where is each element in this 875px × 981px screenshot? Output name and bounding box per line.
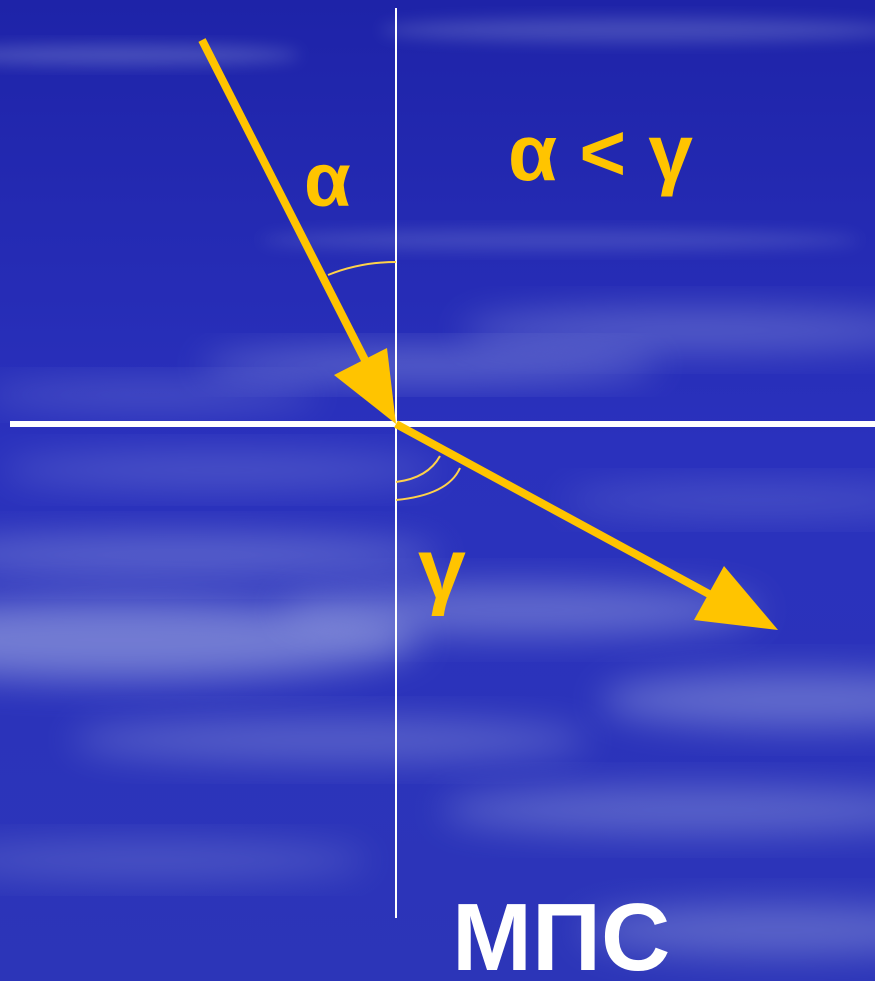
- angle-relation-label: α < γ: [508, 108, 693, 197]
- incidence-angle-arc: [327, 261, 397, 276]
- refraction-angle-arc-inner: [395, 455, 441, 483]
- boundary-name-label: МПС: [452, 884, 670, 981]
- refracted-ray: [394, 420, 778, 630]
- incidence-angle-label: α: [304, 138, 351, 223]
- incident-ray: [198, 38, 396, 424]
- refracted-ray-arrowhead: [694, 566, 778, 630]
- cloud-streaks: [0, 18, 875, 956]
- incident-ray-arrowhead: [334, 348, 396, 424]
- refraction-angle-arc-outer: [395, 467, 461, 501]
- refraction-angle-label: γ: [418, 521, 466, 617]
